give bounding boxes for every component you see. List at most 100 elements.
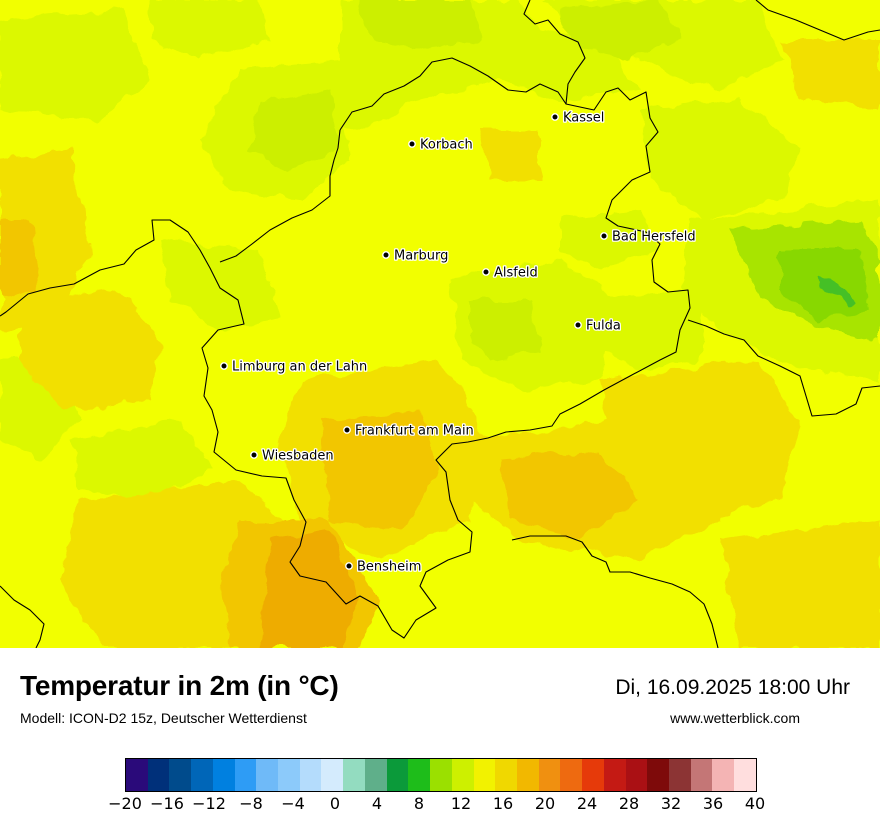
model-source: Modell: ICON-D2 15z, Deutscher Wetterdie… [20,710,307,726]
city-dot [220,362,228,370]
city-dot [345,562,353,570]
colorbar-tick-label: 32 [660,794,682,813]
city-label: Alsfeld [494,266,538,281]
colorbar-tick-label: 12 [450,794,472,813]
temperature-region-green-light [70,420,210,500]
website-link[interactable]: www.wetterblick.com [670,710,800,726]
colorbar-swatch [191,759,213,791]
city-marburg: Marburg [382,247,450,265]
colorbar-swatch [473,759,496,791]
city-bad-hersfeld: Bad Hersfeld [600,228,697,246]
colorbar-swatch [712,759,735,791]
city-alsfeld: Alsfeld [482,264,539,282]
colorbar-tick-label: 8 [413,794,425,813]
city-korbach: Korbach [408,136,474,154]
city-label: Marburg [394,249,448,264]
colorbar-swatch [495,759,517,791]
city-limburg-an-der-lahn: Limburg an der Lahn [220,358,369,376]
colorbar-swatch [516,759,539,791]
temperature-region-orange-light [20,290,160,410]
city-dot [382,251,390,259]
city-dot [600,232,608,240]
map-title: Temperatur in 2m (in °C) [20,670,339,701]
northeast-border [755,0,880,41]
temperature-region-green-light [640,100,800,220]
temperature-region-green-core [818,276,856,304]
north-hesse-loop [339,57,567,131]
temperature-region-orange-dark [260,530,360,648]
temperature-region-green-light [160,240,280,330]
colorbar-tick-label: 16 [492,794,514,813]
colorbar-swatch [256,759,279,791]
colorbar-swatch [603,759,626,791]
colorbar-swatch [299,759,322,791]
colorbar-swatch [234,759,257,791]
colorbar-swatch [560,759,583,791]
colorbar-swatch [364,759,387,791]
city-dot [482,268,490,276]
colorbar-swatch [647,759,669,791]
city-wiesbaden: Wiesbaden [250,447,335,465]
colorbar-tick-label: 40 [744,794,766,813]
city-label: Limburg an der Lahn [232,360,367,375]
colorbar-swatch [278,759,300,791]
southwest-border [0,585,45,648]
city-dot [574,321,582,329]
west-loop [219,129,341,263]
city-label: Korbach [420,138,473,153]
colorbar-swatch [734,759,756,791]
city-bensheim: Bensheim [345,558,423,576]
city-dot [343,426,351,434]
colorbar-swatch [625,759,648,791]
thuringia-border [687,319,880,417]
colorbar-swatch [668,759,691,791]
colorbar-tick-label: −12 [192,794,226,813]
temperature-region-green-light [150,0,270,60]
colorbar-swatch [321,759,344,791]
temperature-region-green-light [0,10,150,120]
city-kassel: Kassel [551,109,606,127]
colorbar-tick-label: −16 [150,794,184,813]
city-frankfurt-am-main: Frankfurt am Main [343,422,475,440]
colorbar-swatch [126,759,148,791]
temperature-region-orange-mid [500,450,640,540]
map-footer: Temperatur in 2m (in °C) Modell: ICON-D2… [0,648,880,830]
city-label: Bensheim [357,560,421,575]
city-dot [250,451,258,459]
temperature-region-orange-light [600,360,800,520]
city-fulda: Fulda [574,317,622,335]
colorbar-tick-labels: −20 −16 −12 −8 −4 0 4 8 12 16 20 24 28 32 36 40 [108,794,765,818]
temperature-colorbar [125,758,757,792]
temperature-region-orange-mid [0,220,40,300]
city-label: Fulda [586,319,621,334]
temperature-map: Kassel Korbach Bad Hersfeld Marburg Alsfeld F… [0,0,880,648]
colorbar-tick-label: 20 [534,794,556,813]
colorbar-tick-label: −4 [281,794,305,813]
colorbar-swatch [690,759,713,791]
temperature-region-green-mid [470,300,540,360]
colorbar-swatch [451,759,474,791]
temperature-region-green-mid [560,0,680,60]
colorbar-tick-label: 0 [329,794,341,813]
colorbar-swatch [538,759,561,791]
city-label: Frankfurt am Main [355,424,474,439]
colorbar-swatch [386,759,409,791]
city-label: Bad Hersfeld [612,230,696,245]
temperature-region-orange-mid [320,410,440,530]
colorbar-swatch [169,759,192,791]
city-label: Kassel [563,111,604,126]
forecast-datetime: Di, 16.09.2025 18:00 Uhr [615,676,850,699]
colorbar-swatch [408,759,431,791]
temperature-field-regions [0,0,880,648]
colorbar-tick-label: 36 [702,794,724,813]
temperature-region-orange-light [720,520,880,648]
colorbar-swatch [147,759,170,791]
colorbar-swatch [343,759,365,791]
temperature-region-green-mid [250,90,340,170]
colorbar-tick-label: −8 [239,794,263,813]
colorbar-tick-label: −20 [108,794,142,813]
city-label: Wiesbaden [262,449,334,464]
colorbar-swatch [212,759,235,791]
temperature-region-green-light [560,210,660,270]
map-canvas: Kassel Korbach Bad Hersfeld Marburg Alsfeld F… [0,0,880,648]
